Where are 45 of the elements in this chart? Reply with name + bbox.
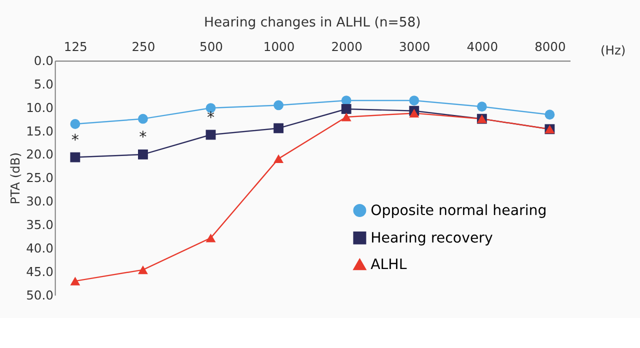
legend-label: ALHL xyxy=(370,257,407,274)
y-tick-label: 30.0 xyxy=(26,194,54,209)
legend-label: Hearing recovery xyxy=(370,230,493,247)
point xyxy=(274,154,284,163)
point xyxy=(138,266,148,274)
x-tick-label: 125 xyxy=(64,40,88,54)
point xyxy=(206,234,216,242)
x-tick-label: 2000 xyxy=(331,40,362,54)
point xyxy=(70,119,80,129)
point xyxy=(341,104,352,114)
point xyxy=(138,114,148,124)
point xyxy=(409,96,420,106)
x-tick-label: 4000 xyxy=(466,40,498,54)
x-tick-label: 3000 xyxy=(398,40,430,54)
point xyxy=(409,108,420,118)
y-axis-title: PTA (dB) xyxy=(8,152,22,204)
x-tick-label: 250 xyxy=(132,40,156,54)
legend-label: Opposite normal hearing xyxy=(370,203,547,220)
y-tick-label: 0.0 xyxy=(34,54,54,68)
point xyxy=(274,100,284,110)
y-tick-label: 35.0 xyxy=(26,218,54,232)
point xyxy=(138,150,148,160)
chart-title: Hearing changes in ALHL (n=58) xyxy=(204,16,421,31)
point xyxy=(274,123,284,134)
point xyxy=(70,152,80,162)
y-tick-label: 25.0 xyxy=(26,171,54,186)
y-tick-label: 50.0 xyxy=(26,288,54,302)
x-tick-label: 500 xyxy=(200,40,223,54)
point xyxy=(544,110,555,120)
y-tick-label: 45.0 xyxy=(26,264,54,279)
point xyxy=(70,276,80,286)
y-tick-label: 15.0 xyxy=(26,124,54,138)
x-tick-label: 8000 xyxy=(534,40,566,54)
x-axis-title: (Hz) xyxy=(600,44,626,58)
y-tick-label: 20.0 xyxy=(26,148,54,162)
annotation: * xyxy=(206,108,215,126)
point xyxy=(341,112,352,122)
y-tick-label: 10.0 xyxy=(26,100,54,115)
annotation: * xyxy=(71,130,80,149)
annotation: * xyxy=(139,128,148,146)
point xyxy=(476,102,487,112)
y-tick-label: 40.0 xyxy=(26,241,54,256)
x-tick-label: 1000 xyxy=(263,40,295,54)
point xyxy=(206,130,216,140)
y-tick-label: 5.0 xyxy=(34,77,54,92)
